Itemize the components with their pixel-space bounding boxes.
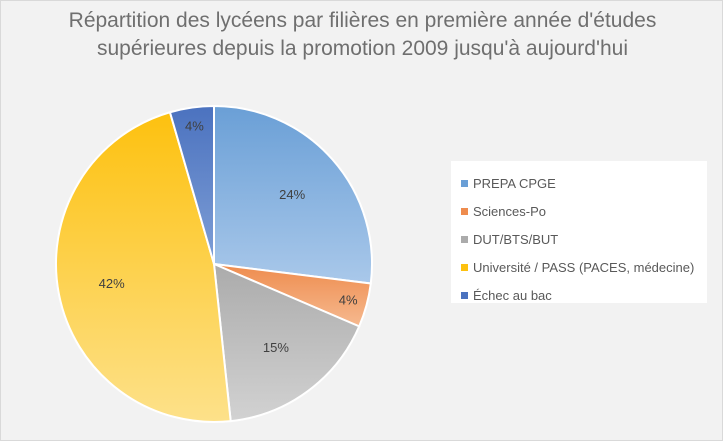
legend-swatch <box>461 179 468 187</box>
legend-label: DUT/BTS/BUT <box>473 231 559 247</box>
pie-slice-prepa-cpge <box>213 104 373 285</box>
legend-swatch <box>461 263 468 271</box>
data-label-echec-au-bac: 4% <box>185 118 204 133</box>
pie-slice-universite-pass-paces-medecine <box>55 111 232 423</box>
legend-label: Sciences-Po <box>473 203 546 219</box>
legend: PREPA CPGE Sciences-Po DUT/BTS/BUT Universi… <box>451 161 707 303</box>
legend-item-sciences-po: Sciences-Po <box>461 197 707 225</box>
chart-title-line-1: Répartition des lycéens par filières en … <box>68 9 657 32</box>
legend-item-prepa-cpge: PREPA CPGE <box>461 169 707 197</box>
legend-label: Échec au bac <box>473 287 552 303</box>
legend-item-echec-au-bac: Échec au bac <box>461 281 707 309</box>
data-label-sciences-po: 4% <box>339 292 358 307</box>
legend-swatch <box>461 235 468 243</box>
legend-item-universite-pass-paces-medecine: Université / PASS (PACES, médecine) <box>461 253 707 281</box>
legend-label: Université / PASS (PACES, médecine) <box>473 259 695 275</box>
data-label-prepa-cpge: 24% <box>279 187 305 202</box>
data-label-universite-pass-paces-medecine: 42% <box>99 276 125 291</box>
chart-title: Répartition des lycéens par filières en … <box>1 7 723 63</box>
legend-swatch <box>461 207 468 215</box>
data-label-dut-bts-but: 15% <box>263 340 289 355</box>
chart-title-line-2: supérieures depuis la promotion 2009 jus… <box>96 37 629 60</box>
pie-slice-dut-bts-but <box>212 262 361 423</box>
legend-label: PREPA CPGE <box>473 175 556 191</box>
pie-slice-echec-au-bac <box>168 104 215 265</box>
legend-swatch <box>461 291 468 299</box>
legend-item-dut-bts-but: DUT/BTS/BUT <box>461 225 707 253</box>
